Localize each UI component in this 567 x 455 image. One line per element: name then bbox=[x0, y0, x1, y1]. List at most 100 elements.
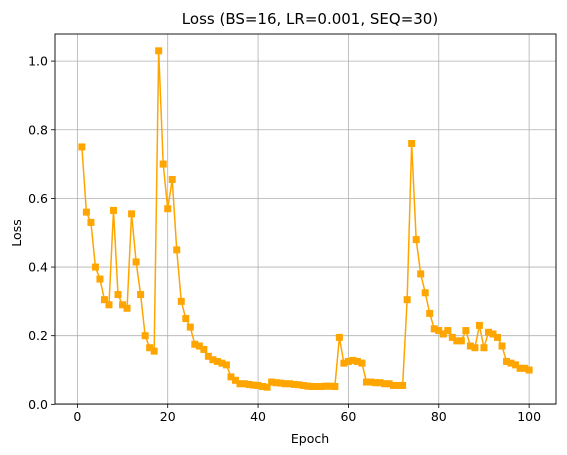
data-point bbox=[353, 357, 361, 365]
data-point bbox=[322, 382, 330, 390]
data-point bbox=[444, 327, 452, 335]
x-axis-ticks: 0 20 40 60 80 100 bbox=[73, 404, 541, 424]
data-point bbox=[82, 208, 90, 216]
data-point bbox=[498, 342, 506, 350]
data-point bbox=[381, 380, 389, 388]
data-point bbox=[209, 356, 217, 364]
data-point bbox=[503, 357, 511, 365]
data-point bbox=[403, 296, 411, 304]
data-point bbox=[299, 381, 307, 389]
data-point bbox=[213, 357, 221, 365]
data-point bbox=[516, 364, 524, 372]
data-point bbox=[412, 236, 420, 244]
data-point bbox=[200, 345, 208, 353]
data-point bbox=[426, 309, 434, 317]
x-tick-label: 60 bbox=[340, 409, 356, 424]
data-point bbox=[439, 330, 447, 338]
data-point bbox=[173, 246, 181, 254]
data-point bbox=[466, 342, 474, 350]
y-axis-ticks: 0.0 0.2 0.4 0.6 0.8 1.0 bbox=[28, 54, 55, 412]
data-point bbox=[484, 328, 492, 336]
data-point bbox=[168, 176, 176, 184]
data-point bbox=[263, 383, 271, 391]
data-point bbox=[313, 382, 321, 390]
data-point bbox=[259, 382, 267, 390]
data-point bbox=[344, 357, 352, 365]
data-point bbox=[128, 210, 136, 218]
data-point bbox=[457, 337, 465, 345]
data-point bbox=[317, 382, 325, 390]
data-point bbox=[480, 344, 488, 352]
y-tick-label: 0.2 bbox=[28, 328, 48, 343]
data-point bbox=[236, 380, 244, 388]
x-tick-label: 40 bbox=[250, 409, 266, 424]
data-point bbox=[349, 356, 357, 364]
data-point bbox=[295, 381, 303, 389]
data-point bbox=[435, 327, 443, 335]
data-point bbox=[241, 380, 249, 388]
data-point bbox=[277, 379, 285, 387]
data-point bbox=[376, 379, 384, 387]
data-point bbox=[186, 323, 194, 331]
data-point bbox=[150, 347, 158, 355]
data-point bbox=[417, 270, 425, 278]
data-point bbox=[123, 304, 131, 312]
data-point bbox=[421, 289, 429, 297]
data-point bbox=[245, 380, 253, 388]
data-point bbox=[335, 333, 343, 341]
data-point bbox=[87, 218, 95, 226]
data-point bbox=[182, 315, 190, 323]
y-tick-label: 0.4 bbox=[28, 260, 48, 275]
data-point bbox=[286, 380, 294, 388]
data-point bbox=[119, 301, 127, 309]
data-point bbox=[358, 359, 366, 367]
data-point bbox=[471, 344, 479, 352]
data-point bbox=[272, 379, 280, 387]
data-point bbox=[195, 342, 203, 350]
data-point bbox=[308, 382, 316, 390]
y-tick-label: 1.0 bbox=[28, 54, 48, 69]
grid-lines bbox=[55, 34, 556, 405]
x-axis-label: Epoch bbox=[291, 431, 329, 446]
data-markers bbox=[78, 47, 533, 391]
data-point bbox=[326, 382, 334, 390]
data-point bbox=[222, 361, 230, 369]
data-point bbox=[475, 321, 483, 329]
chart-title: Loss (BS=16, LR=0.001, SEQ=30) bbox=[182, 10, 438, 28]
y-tick-label: 0.6 bbox=[28, 191, 48, 206]
data-point bbox=[177, 297, 185, 305]
data-point bbox=[141, 332, 149, 340]
data-point bbox=[96, 275, 104, 283]
data-point bbox=[164, 205, 172, 213]
data-point bbox=[448, 333, 456, 341]
data-point bbox=[390, 381, 398, 389]
data-point bbox=[146, 344, 154, 352]
data-point bbox=[362, 378, 370, 386]
data-point bbox=[227, 373, 235, 381]
data-point bbox=[512, 361, 520, 369]
data-point bbox=[525, 366, 533, 374]
data-point bbox=[191, 340, 199, 348]
data-point bbox=[453, 337, 461, 345]
data-point bbox=[394, 381, 402, 389]
data-point bbox=[385, 380, 393, 388]
data-point bbox=[430, 325, 438, 333]
data-point bbox=[304, 382, 312, 390]
x-tick-label: 100 bbox=[517, 409, 541, 424]
data-point bbox=[110, 206, 118, 214]
data-point bbox=[489, 330, 497, 338]
data-point bbox=[91, 263, 99, 271]
data-point bbox=[268, 378, 276, 386]
data-point bbox=[78, 143, 86, 151]
data-point bbox=[462, 327, 470, 335]
data-point bbox=[367, 378, 375, 386]
y-tick-label: 0.0 bbox=[28, 397, 48, 412]
plot-frame bbox=[54, 33, 557, 405]
data-point bbox=[231, 376, 239, 384]
data-point bbox=[290, 380, 298, 388]
data-point bbox=[132, 258, 140, 266]
data-point bbox=[399, 381, 407, 389]
data-point bbox=[159, 160, 167, 168]
data-point bbox=[250, 381, 258, 389]
